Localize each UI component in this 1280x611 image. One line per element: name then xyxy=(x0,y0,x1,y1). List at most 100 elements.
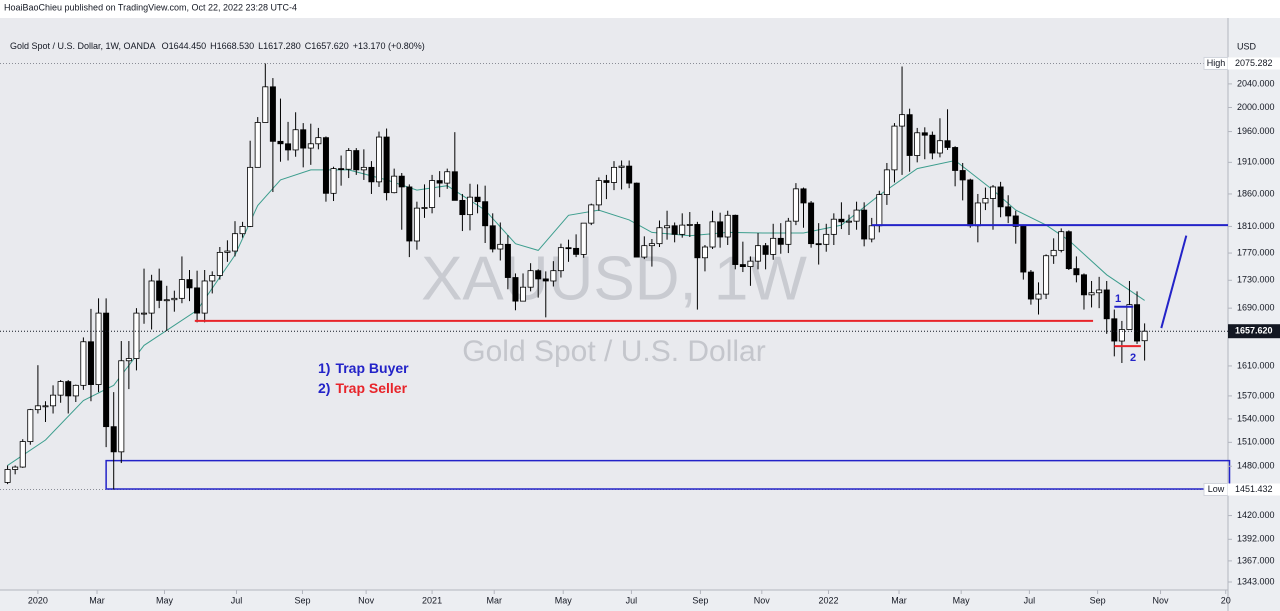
candle-body xyxy=(429,180,436,208)
drawn-line xyxy=(1160,235,1188,329)
candle-body xyxy=(557,247,564,272)
candle-body xyxy=(201,280,208,314)
candle-body xyxy=(1096,289,1103,294)
candle-body xyxy=(906,114,913,156)
legend-value: +13.170 (+0.80%) xyxy=(353,41,425,51)
x-tick-label: 2022 xyxy=(819,595,839,605)
x-tick-label: Nov xyxy=(754,595,771,605)
candle-body xyxy=(338,168,345,171)
candle-body xyxy=(535,270,542,280)
candle-body xyxy=(648,243,655,247)
annotation-text: Trap Buyer xyxy=(335,360,409,376)
candle-body xyxy=(156,280,163,301)
candle-body xyxy=(952,147,959,171)
candle-body xyxy=(4,469,11,483)
candle-body xyxy=(1118,329,1125,342)
x-tick-label: Jul xyxy=(231,595,243,605)
candle-body xyxy=(1134,304,1141,342)
candle-body xyxy=(626,165,633,184)
last-price-box xyxy=(1228,324,1280,339)
candle-body xyxy=(656,227,663,245)
candle-body xyxy=(633,182,640,258)
candle-body xyxy=(671,225,678,235)
candle-body xyxy=(762,245,769,255)
candle-body xyxy=(611,166,618,183)
candle-body xyxy=(527,270,534,288)
candle-body xyxy=(459,199,466,216)
candle-body xyxy=(406,186,413,242)
price-label-value-box xyxy=(1228,483,1280,496)
candle-body xyxy=(739,264,746,267)
candle-body xyxy=(141,312,148,315)
candle-body xyxy=(883,169,890,195)
x-tick-label: Jul xyxy=(626,595,638,605)
candle-body xyxy=(285,143,292,151)
candle-body xyxy=(618,165,625,168)
candle-body xyxy=(520,286,527,302)
x-tick-label: 20 xyxy=(1221,595,1231,605)
candle-body xyxy=(376,136,383,183)
candle-body xyxy=(694,224,701,259)
x-tick-label: 2021 xyxy=(422,595,442,605)
candle-body xyxy=(982,198,989,204)
candle-body xyxy=(262,86,269,123)
price-label-name: High xyxy=(1207,58,1226,68)
candle-body xyxy=(50,394,57,407)
candle-body xyxy=(815,243,822,246)
legend-value: L1617.280 xyxy=(258,41,301,51)
x-tick-label: Sep xyxy=(1090,595,1106,605)
candle-body xyxy=(1035,293,1042,300)
candle-body xyxy=(163,299,170,302)
candle-body xyxy=(1073,268,1080,276)
candle-body xyxy=(421,207,428,209)
candle-body xyxy=(1080,274,1087,296)
candle-body xyxy=(322,137,329,194)
price-label-name: Low xyxy=(1208,484,1225,494)
candle-body xyxy=(353,150,360,171)
candle-body xyxy=(42,405,49,408)
candle-body xyxy=(209,275,216,282)
candle-body xyxy=(868,225,875,240)
candle-body xyxy=(125,358,132,362)
candle-body xyxy=(997,186,1004,208)
y-tick-label: 1367.000 xyxy=(1237,555,1275,565)
y-tick-label: 1810.000 xyxy=(1237,221,1275,231)
last-price-label: 1657.620 xyxy=(1235,326,1273,336)
candle-body xyxy=(724,214,731,238)
candle-body xyxy=(990,186,997,199)
legend-value: O1644.450 xyxy=(162,41,207,51)
candle-body xyxy=(1012,215,1019,227)
candle-body xyxy=(891,125,898,171)
candle-body xyxy=(747,260,754,267)
candle-body xyxy=(1058,231,1065,251)
candle-body xyxy=(830,218,837,235)
candle-body xyxy=(853,209,860,222)
candle-body xyxy=(194,287,201,314)
candle-body xyxy=(838,218,845,223)
x-tick-label: Jul xyxy=(1024,595,1036,605)
candle-body xyxy=(808,202,815,245)
candle-body xyxy=(785,220,792,245)
candle-body xyxy=(603,180,610,183)
candle-body xyxy=(899,114,906,127)
y-tick-label: 2000.000 xyxy=(1237,102,1275,112)
candle-body xyxy=(717,221,724,238)
candle-body xyxy=(701,246,708,259)
legend-value: C1657.620 xyxy=(305,41,349,51)
legend-title: Gold Spot / U.S. Dollar, 1W, OANDA xyxy=(10,41,156,51)
price-label-value: 2075.282 xyxy=(1235,58,1273,68)
marker-label: 2 xyxy=(1130,352,1136,364)
candle-body xyxy=(967,179,974,227)
watermark: XAUUSD, 1W xyxy=(421,244,807,313)
x-tick-label: May xyxy=(156,595,174,605)
candle-body xyxy=(34,405,41,411)
candle-body xyxy=(300,129,307,149)
candle-body xyxy=(944,140,951,148)
y-tick-label: 1770.000 xyxy=(1237,247,1275,257)
y-tick-label: 1540.000 xyxy=(1237,413,1275,423)
candle-body xyxy=(565,247,572,250)
candle-body xyxy=(103,312,110,428)
candle-body xyxy=(497,243,504,250)
candle-body xyxy=(641,245,648,258)
